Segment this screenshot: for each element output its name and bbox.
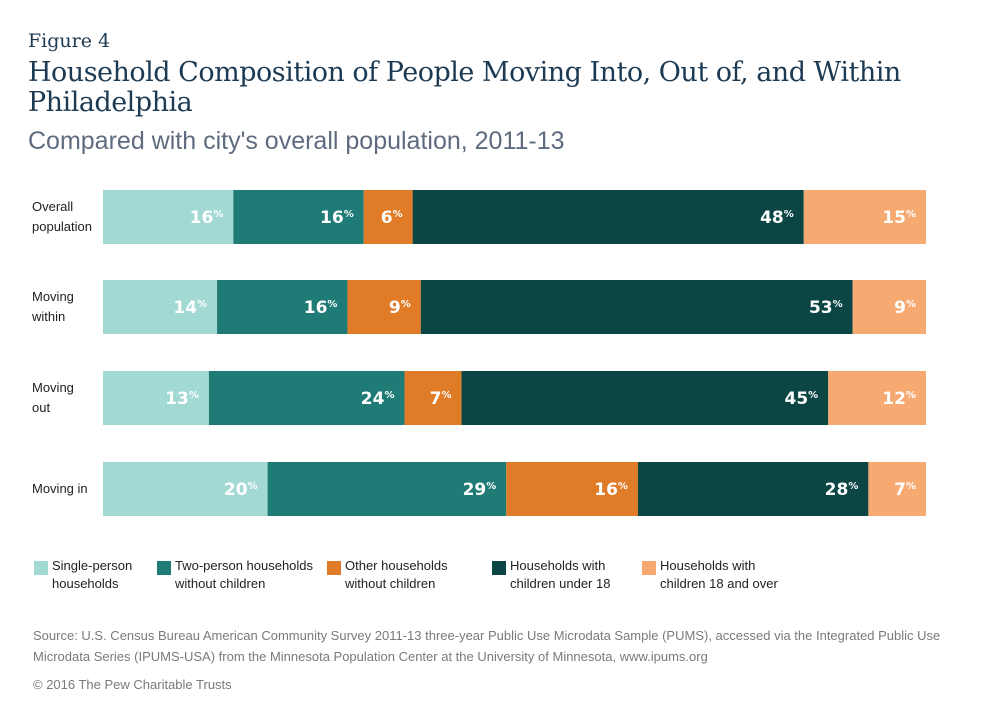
bar-segment xyxy=(233,190,364,244)
legend-item: Two-person households without children xyxy=(157,557,327,593)
data-label: 7% xyxy=(894,480,916,500)
data-label: 9% xyxy=(894,298,916,318)
legend-swatch xyxy=(34,561,48,575)
bar-segment xyxy=(404,371,462,425)
row-label-line: Moving in xyxy=(32,481,88,496)
data-label: 48% xyxy=(760,208,794,228)
bar-segment xyxy=(420,280,853,334)
data-label: 16% xyxy=(320,208,354,228)
data-label: 16% xyxy=(190,208,224,228)
bar-segment xyxy=(828,371,926,425)
bar-segment xyxy=(103,371,209,425)
data-label: 20% xyxy=(224,480,258,500)
data-label: 14% xyxy=(173,298,207,318)
data-label: 6% xyxy=(381,208,403,228)
row-label-line: Overall xyxy=(32,199,74,214)
legend-label: Households with children under 18 xyxy=(510,558,611,591)
bar-segment xyxy=(412,190,804,244)
legend-item: Households with children under 18 xyxy=(492,557,642,593)
legend-label: Households with children 18 and over xyxy=(660,558,778,591)
row-label: Moving in xyxy=(32,479,102,499)
bar-segment xyxy=(217,280,348,334)
row-label-line: out xyxy=(32,400,51,415)
data-label: 13% xyxy=(165,389,199,409)
data-label: 16% xyxy=(594,480,628,500)
data-label: 9% xyxy=(389,298,411,318)
row-label: Moving within xyxy=(32,287,102,327)
legend-swatch xyxy=(327,561,341,575)
row-label-line: population xyxy=(32,219,92,234)
bar-segment xyxy=(208,371,405,425)
row-label-line: Moving xyxy=(32,289,74,304)
legend-item: Other households without children xyxy=(327,557,492,593)
legend-item: Households with children 18 and over xyxy=(642,557,822,593)
legend-label: Two-person households without children xyxy=(175,558,314,591)
data-label: 45% xyxy=(785,389,819,409)
chart-subtitle: Compared with city's overall population,… xyxy=(28,127,565,155)
bar-segment xyxy=(506,462,638,516)
data-label: 7% xyxy=(430,389,452,409)
row-label-line: within xyxy=(32,309,66,324)
bar-segment xyxy=(103,280,218,334)
legend-swatch xyxy=(157,561,171,575)
bar-segment xyxy=(347,280,421,334)
data-label: 15% xyxy=(882,208,916,228)
bar-segment xyxy=(868,462,926,516)
bar-segment xyxy=(363,190,413,244)
bar-segment xyxy=(267,462,507,516)
data-label: 29% xyxy=(463,480,497,500)
figure-label: Figure 4 xyxy=(28,30,111,52)
data-label: 53% xyxy=(809,298,843,318)
legend-item: Single-person households xyxy=(34,557,157,593)
data-label: 24% xyxy=(361,389,395,409)
legend-label: Other households without children xyxy=(345,558,448,591)
row-label: Moving out xyxy=(32,378,102,418)
data-label: 28% xyxy=(825,480,859,500)
bar-segment xyxy=(637,462,869,516)
row-label-line: Moving xyxy=(32,380,74,395)
copyright: © 2016 The Pew Charitable Trusts xyxy=(33,677,232,692)
source-note: Source: U.S. Census Bureau American Comm… xyxy=(33,628,941,664)
row-label: Overall population xyxy=(32,197,102,237)
bar-segment xyxy=(103,462,268,516)
bar-segment xyxy=(803,190,926,244)
bar-segment xyxy=(103,190,234,244)
chart-title: Household Composition of People Moving I… xyxy=(28,57,901,118)
data-label: 12% xyxy=(882,389,916,409)
legend-swatch xyxy=(642,561,656,575)
legend-swatch xyxy=(492,561,506,575)
legend: Single-person households Two-person househ… xyxy=(34,557,822,593)
bar-segment xyxy=(852,280,926,334)
legend-label: Single-person households xyxy=(52,558,133,591)
data-label: 16% xyxy=(304,298,338,318)
bar-segment xyxy=(461,371,829,425)
